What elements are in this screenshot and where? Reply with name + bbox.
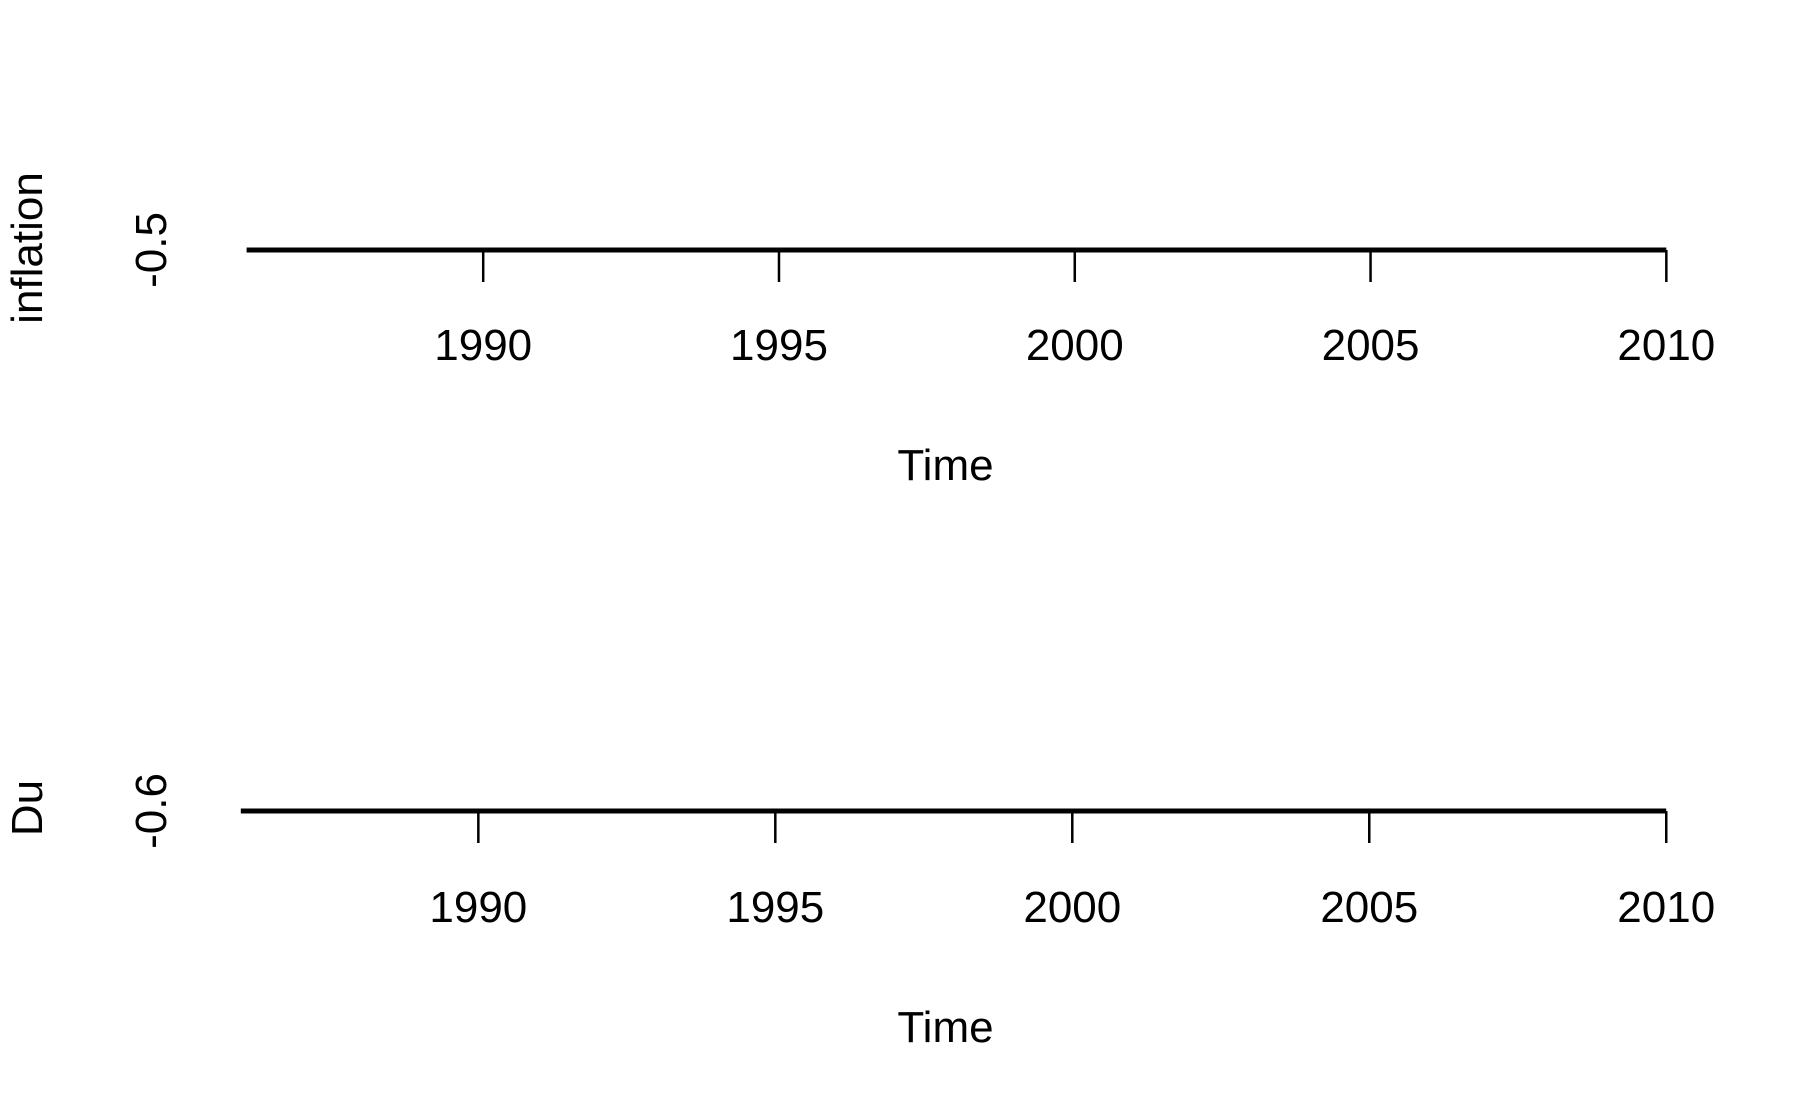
x-tick-label: 1995 — [726, 883, 824, 932]
panel-2: 1990 1995 2000 2005 2010 -0.6 Time Du — [3, 773, 1715, 1052]
x-tick-label: 2000 — [1026, 321, 1124, 370]
y-axis-title: inflation — [3, 172, 52, 324]
x-axis-title: Time — [897, 1003, 993, 1052]
x-tick-label: 2005 — [1320, 883, 1418, 932]
x-tick-label: 1990 — [434, 321, 532, 370]
x-tick-label: 2005 — [1322, 321, 1420, 370]
panel-1: 1990 1995 2000 2005 2010 -0.5 Time inflation — [3, 172, 1715, 490]
y-tick-label: -0.6 — [127, 773, 176, 849]
x-tick-label: 2010 — [1617, 321, 1715, 370]
x-tick-label: 1990 — [429, 883, 527, 932]
x-axis-title: Time — [897, 441, 993, 490]
x-tick-label: 1995 — [730, 321, 828, 370]
y-tick-label: -0.5 — [127, 212, 176, 288]
x-tick-label: 2000 — [1023, 883, 1121, 932]
y-axis-title: Du — [3, 780, 52, 836]
x-tick-label: 2010 — [1617, 883, 1715, 932]
